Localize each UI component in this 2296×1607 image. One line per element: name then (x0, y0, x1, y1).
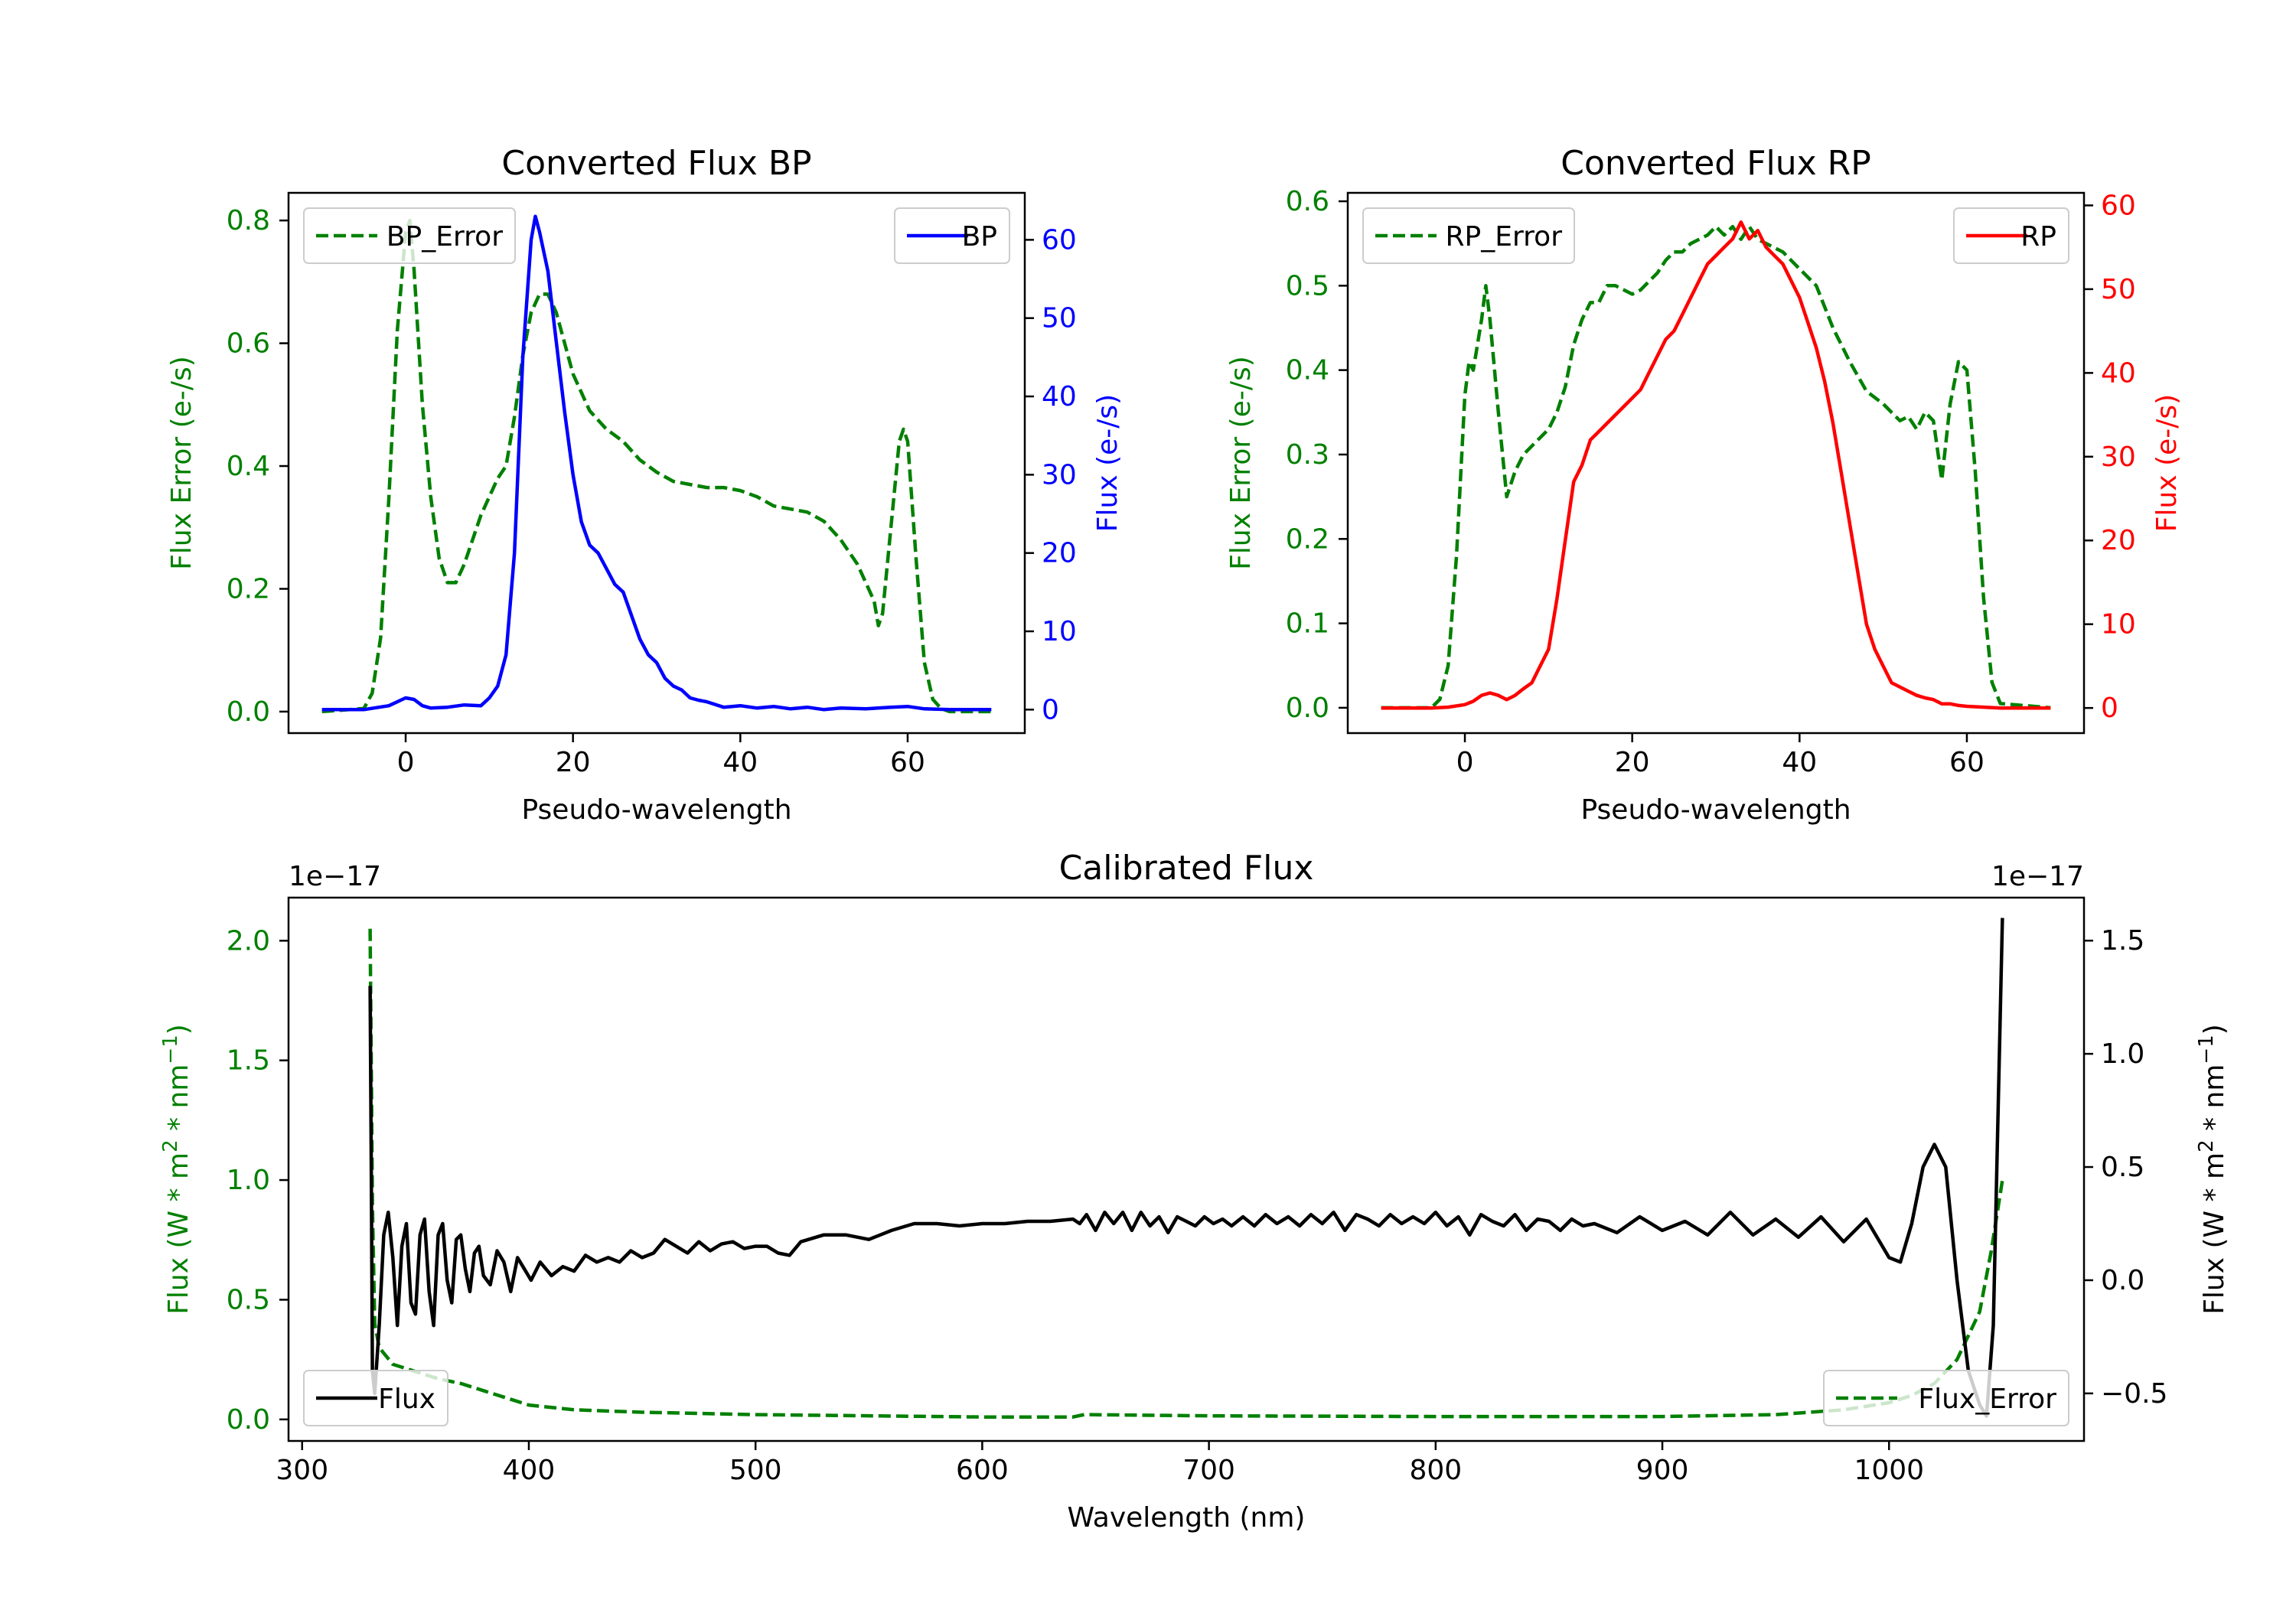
cal-y-right-axis-label: Flux (W * m2 * nm−1) (2195, 1024, 2230, 1315)
bp-plot-frame (287, 191, 1026, 735)
rp-plot-frame (1346, 191, 2086, 735)
cal-x-tick-label: 700 (1182, 1455, 1235, 1486)
bp-y-left-tick-label: 0.0 (227, 696, 270, 728)
cal-y-right-tick-label: 0.5 (2101, 1152, 2144, 1183)
cal-y-left-tick-label: 0.5 (227, 1284, 270, 1315)
rp-chart: 0 20 40 60 0.0 0.1 0.2 0.3 0.4 0.5 0.6 0 10 20 30 40 50 6… (1225, 144, 2183, 826)
rp-series-rp-error (1381, 224, 2051, 710)
rp-y-right-tick-label: 20 (2101, 525, 2136, 556)
rp-title: Converted Flux RP (1561, 144, 1871, 183)
cal-right-offset-text: 1e−17 (1991, 861, 2084, 892)
legend-label: BP (962, 221, 997, 253)
bp-x-axis-label: Pseudo-wavelength (521, 794, 791, 826)
legend-label: BP_Error (386, 221, 503, 253)
rp-x-tick-label: 60 (1949, 747, 1985, 778)
bp-y-right-tick-label: 10 (1042, 616, 1077, 647)
bp-legend-bp: BP (894, 207, 1010, 264)
rp-y-left-tick-label: 0.6 (1286, 186, 1329, 217)
cal-x-tick-label: 1000 (1854, 1455, 1924, 1486)
cal-y-left-axis-label: Flux (W * m2 * nm−1) (159, 1024, 194, 1315)
cal-y-right-tick-label: 0.0 (2101, 1265, 2144, 1296)
bp-y-right-tick-label: 40 (1042, 381, 1077, 412)
rp-y-left-tick-label: 0.2 (1286, 523, 1329, 555)
bp-y-left-tick-label: 0.2 (227, 573, 270, 605)
rp-y-left-tick-label: 0.0 (1286, 693, 1329, 724)
cal-x-tick-label: 400 (503, 1455, 556, 1486)
bp-y-right-tick-label: 50 (1042, 303, 1077, 334)
cal-x-tick-label: 900 (1636, 1455, 1689, 1486)
bp-y-left-tick-label: 0.4 (227, 451, 270, 482)
rp-y-right-axis-label: Flux (e-/s) (2151, 394, 2183, 532)
rp-y-right-tick-label: 60 (2101, 190, 2136, 221)
rp-y-left-tick-label: 0.3 (1286, 439, 1329, 471)
legend-box (303, 207, 516, 264)
bp-y-left-tick-label: 0.6 (227, 328, 270, 360)
bp-series-bp-error (321, 218, 992, 714)
cal-x-axis-label: Wavelength (nm) (1068, 1502, 1306, 1534)
bp-y-left-tick-label: 0.8 (227, 205, 270, 236)
rp-x-tick-label: 0 (1456, 747, 1474, 778)
cal-legend-flux-error: Flux_Error (1823, 1370, 2069, 1426)
bp-y-right-tick-label: 0 (1042, 694, 1059, 725)
bp-y-right-axis-label: Flux (e-/s) (1092, 394, 1124, 532)
legend-box (1823, 1370, 2069, 1426)
legend-label: Flux (378, 1384, 435, 1415)
bp-x-tick-label: 0 (397, 747, 415, 778)
bp-title: Converted Flux BP (501, 144, 811, 183)
bp-y-left-axis-label: Flux Error (e-/s) (166, 356, 197, 570)
bp-y-right-tick-label: 30 (1042, 459, 1077, 491)
legend-label: RP (2020, 221, 2056, 253)
cal-x-tick-label: 800 (1409, 1455, 1462, 1486)
cal-x-tick-label: 500 (729, 1455, 782, 1486)
cal-legend-flux: Flux (303, 1370, 448, 1426)
rp-y-right-tick-label: 10 (2101, 609, 2136, 641)
rp-y-left-tick-label: 0.1 (1286, 608, 1329, 640)
cal-y-right-tick-label: 1.0 (2101, 1038, 2144, 1070)
rp-legend-rp-error: RP_Error (1362, 207, 1575, 264)
bp-y-right-tick-label: 60 (1042, 224, 1077, 256)
rp-x-tick-label: 20 (1615, 747, 1650, 778)
cal-y-left-tick-label: 1.5 (227, 1045, 270, 1077)
cal-y-left-tick-label: 2.0 (227, 925, 270, 957)
cal-left-offset-text: 1e−17 (289, 861, 381, 892)
rp-y-right-tick-label: 50 (2101, 274, 2136, 305)
rp-series-rp (1381, 220, 2051, 710)
rp-x-tick-label: 40 (1782, 747, 1817, 778)
cal-y-left-tick-label: 0.0 (227, 1404, 270, 1436)
bp-x-tick-label: 60 (890, 747, 925, 778)
rp-y-left-axis-label: Flux Error (e-/s) (1225, 356, 1257, 570)
rp-y-right-tick-label: 30 (2101, 442, 2136, 473)
cal-plot-frame (287, 896, 2086, 1442)
cal-title: Calibrated Flux (1059, 849, 1314, 888)
legend-box (1362, 207, 1575, 264)
bp-y-right-tick-label: 20 (1042, 538, 1077, 569)
bp-legend-bp-error: BP_Error (303, 207, 516, 264)
legend-label: RP_Error (1446, 221, 1563, 253)
cal-x-tick-label: 300 (276, 1455, 328, 1486)
cal-y-right-tick-label: 1.5 (2101, 925, 2144, 957)
rp-y-left-tick-label: 0.4 (1286, 355, 1329, 386)
rp-legend-rp: RP (1953, 207, 2069, 264)
cal-y-left-tick-label: 1.0 (227, 1165, 270, 1196)
bp-x-tick-label: 20 (556, 747, 591, 778)
rp-y-left-tick-label: 0.5 (1286, 270, 1329, 302)
legend-label: Flux_Error (1918, 1384, 2056, 1415)
cal-y-right-tick-label: −0.5 (2101, 1378, 2167, 1410)
bp-chart: 0 20 40 60 0.0 0.2 0.4 0.6 0.8 0 10 20 30 40 50 60 Conve… (166, 144, 1124, 826)
rp-y-right-tick-label: 0 (2101, 693, 2118, 724)
cal-series-flux (368, 918, 2004, 1418)
cal-chart: 300 400 500 600 700 800 900 1000 0.0 0.5 1.0 1.5 2.0… (159, 849, 2230, 1534)
rp-x-axis-label: Pseudo-wavelength (1580, 794, 1851, 826)
bp-series-bp (321, 214, 992, 712)
cal-x-tick-label: 600 (956, 1455, 1009, 1486)
rp-y-right-tick-label: 40 (2101, 357, 2136, 389)
bp-x-tick-label: 40 (722, 747, 758, 778)
